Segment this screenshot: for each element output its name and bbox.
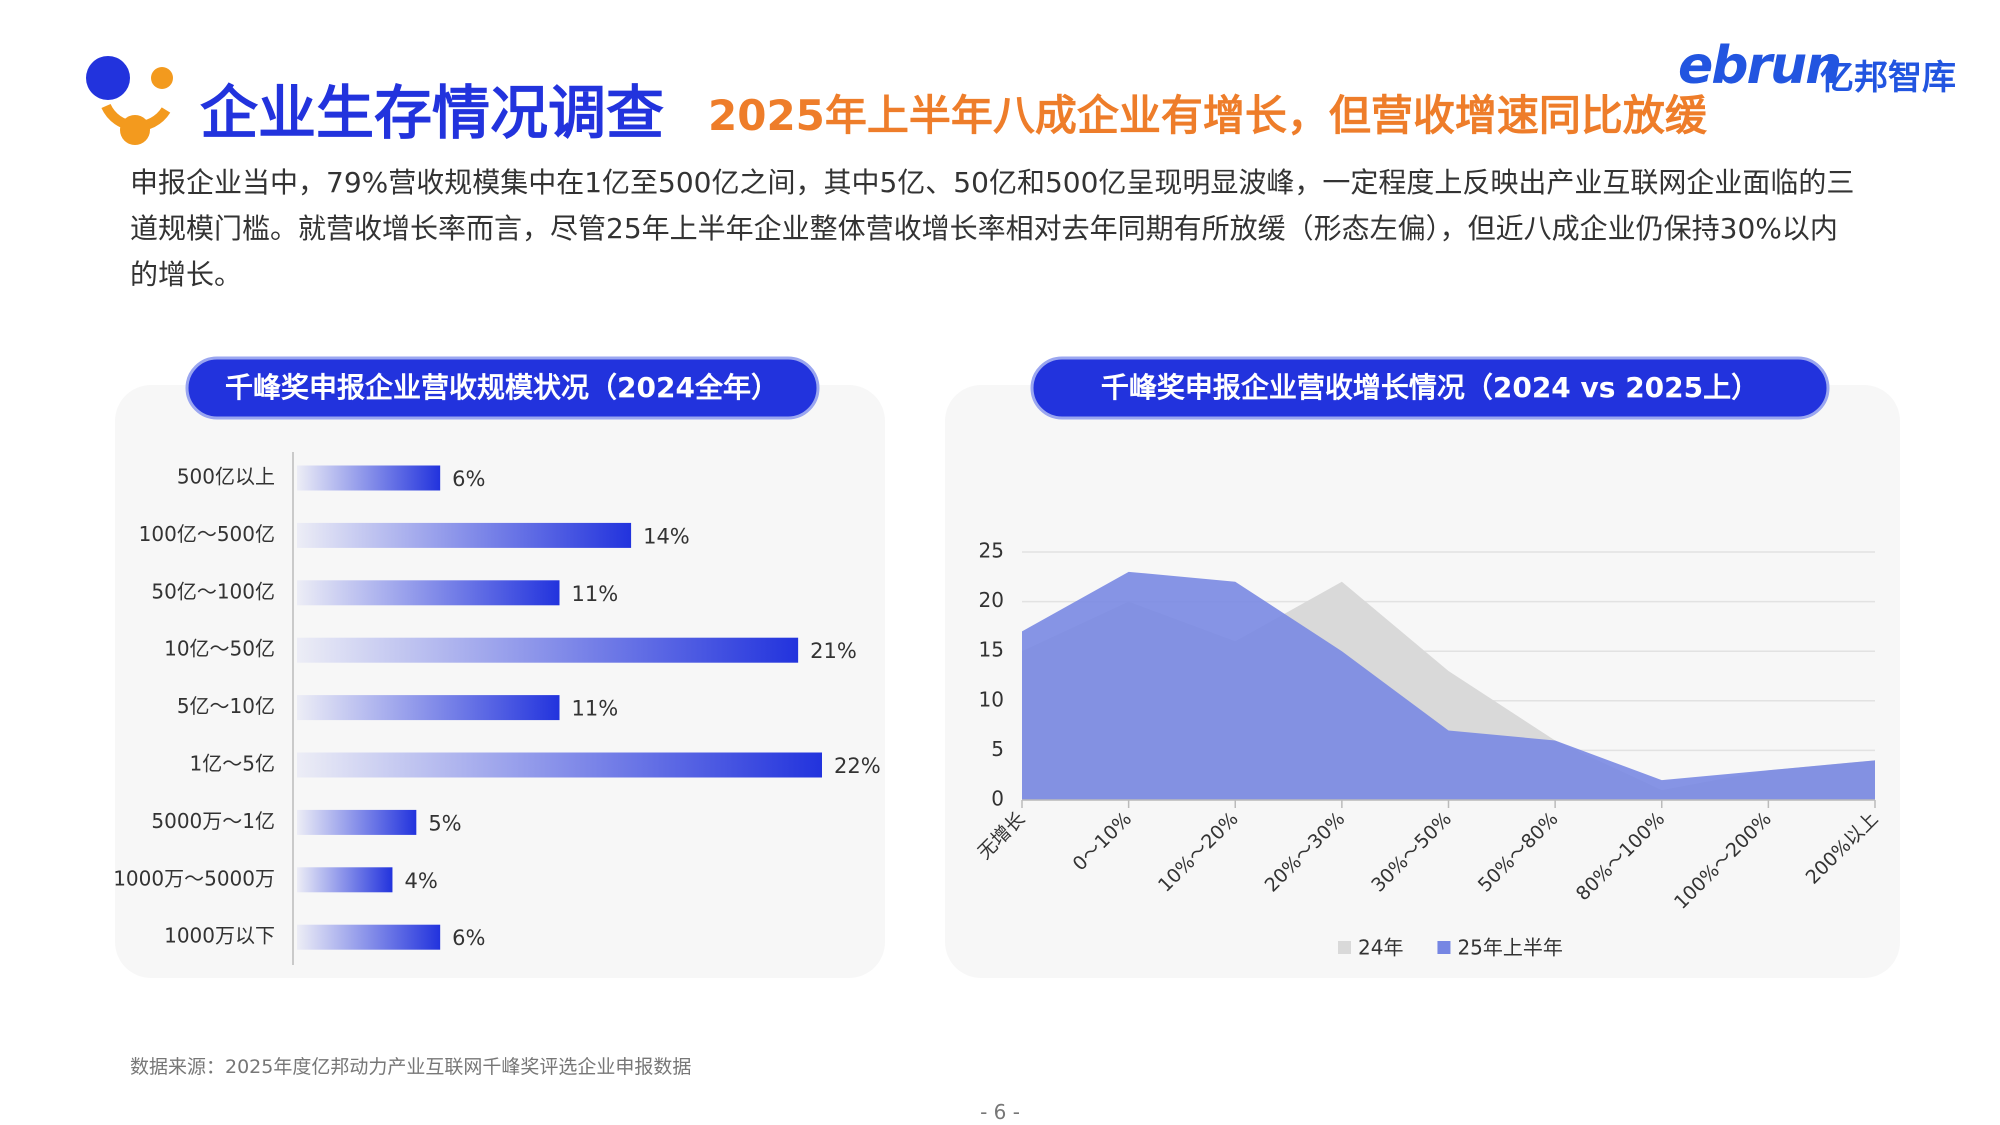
bar — [297, 522, 632, 548]
x-tick-label: 50%～80% — [1474, 808, 1563, 897]
x-tick-label: 30%～50% — [1367, 808, 1456, 897]
title-icon — [86, 56, 173, 145]
bar — [297, 695, 560, 721]
x-tick-label: 100%～200% — [1670, 808, 1776, 914]
bar — [297, 867, 393, 893]
y-tick-label: 20 — [979, 588, 1004, 612]
value-label: 4% — [404, 869, 437, 893]
y-tick-label: 1亿～5亿 — [190, 752, 275, 776]
value-label: 11% — [572, 697, 619, 721]
y-tick-label: 15 — [979, 638, 1004, 662]
y-tick-label: 5000万～1亿 — [151, 809, 275, 833]
page-number: - 6 - — [980, 1100, 1020, 1124]
bar — [297, 465, 441, 491]
y-tick-label: 0 — [991, 787, 1004, 811]
chart-title-pill — [1030, 356, 1830, 420]
chart-title: 千峰奖申报企业营收增长情况（2024 vs 2025上） — [1101, 371, 1759, 404]
value-label: 21% — [810, 639, 857, 663]
value-label: 6% — [452, 926, 485, 950]
value-label: 11% — [572, 582, 619, 606]
chart-title-pill — [185, 356, 820, 420]
x-tick-label: 80%～100% — [1572, 808, 1669, 905]
page-subtitle: 2025年上半年八成企业有增长，但营收增速同比放缓 — [708, 91, 1707, 140]
value-label: 6% — [452, 467, 485, 491]
icon-dot — [86, 56, 130, 100]
x-tick-label: 200%以上 — [1802, 808, 1883, 889]
bar — [297, 752, 822, 778]
y-tick-label: 25 — [979, 539, 1004, 563]
source: 数据来源：2025年度亿邦动力产业互联网千峰奖评选企业申报数据 — [130, 1056, 692, 1078]
logo-text: 亿邦智库 — [1820, 58, 1956, 98]
y-tick-label: 50亿～100亿 — [151, 579, 275, 603]
y-tick-label: 500亿以上 — [177, 465, 275, 489]
y-tick-label: 5 — [991, 737, 1004, 761]
chart-title: 千峰奖申报企业营收规模状况（2024全年） — [225, 371, 779, 404]
area — [1022, 571, 1875, 800]
y-tick-label: 1000万～5000万 — [113, 866, 275, 890]
legend-label: 25年上半年 — [1457, 936, 1562, 960]
y-tick-label: 10 — [979, 687, 1004, 711]
y-tick-label: 5亿～10亿 — [177, 694, 275, 718]
page-title: 企业生存情况调查 — [200, 79, 665, 147]
panel — [115, 385, 885, 978]
value-label: 22% — [834, 754, 881, 778]
y-tick-label: 10亿～50亿 — [164, 637, 275, 661]
x-tick-label: 0～10% — [1069, 808, 1136, 875]
legend-swatch — [1437, 941, 1451, 954]
bar — [297, 809, 417, 835]
x-tick-label: 20%～30% — [1261, 808, 1350, 897]
icon-dot — [151, 67, 173, 89]
y-tick-label: 100亿～500亿 — [139, 522, 275, 546]
x-tick-label: 10%～20% — [1154, 808, 1243, 897]
legend-label: 24年 — [1358, 936, 1403, 960]
icon-dot — [120, 115, 150, 145]
description: 申报企业当中，79%营收规模集中在1亿至500亿之间，其中5亿、50亿和500亿… — [130, 166, 1855, 291]
legend-swatch — [1338, 941, 1351, 954]
value-label: 5% — [428, 811, 461, 835]
x-tick-label: 无增长 — [974, 808, 1030, 864]
value-label: 14% — [643, 524, 690, 548]
bar — [297, 580, 560, 606]
bar — [297, 924, 441, 950]
y-tick-label: 1000万以下 — [164, 924, 275, 948]
bar — [297, 637, 799, 663]
logo-brand: ebrun — [1678, 36, 1842, 96]
